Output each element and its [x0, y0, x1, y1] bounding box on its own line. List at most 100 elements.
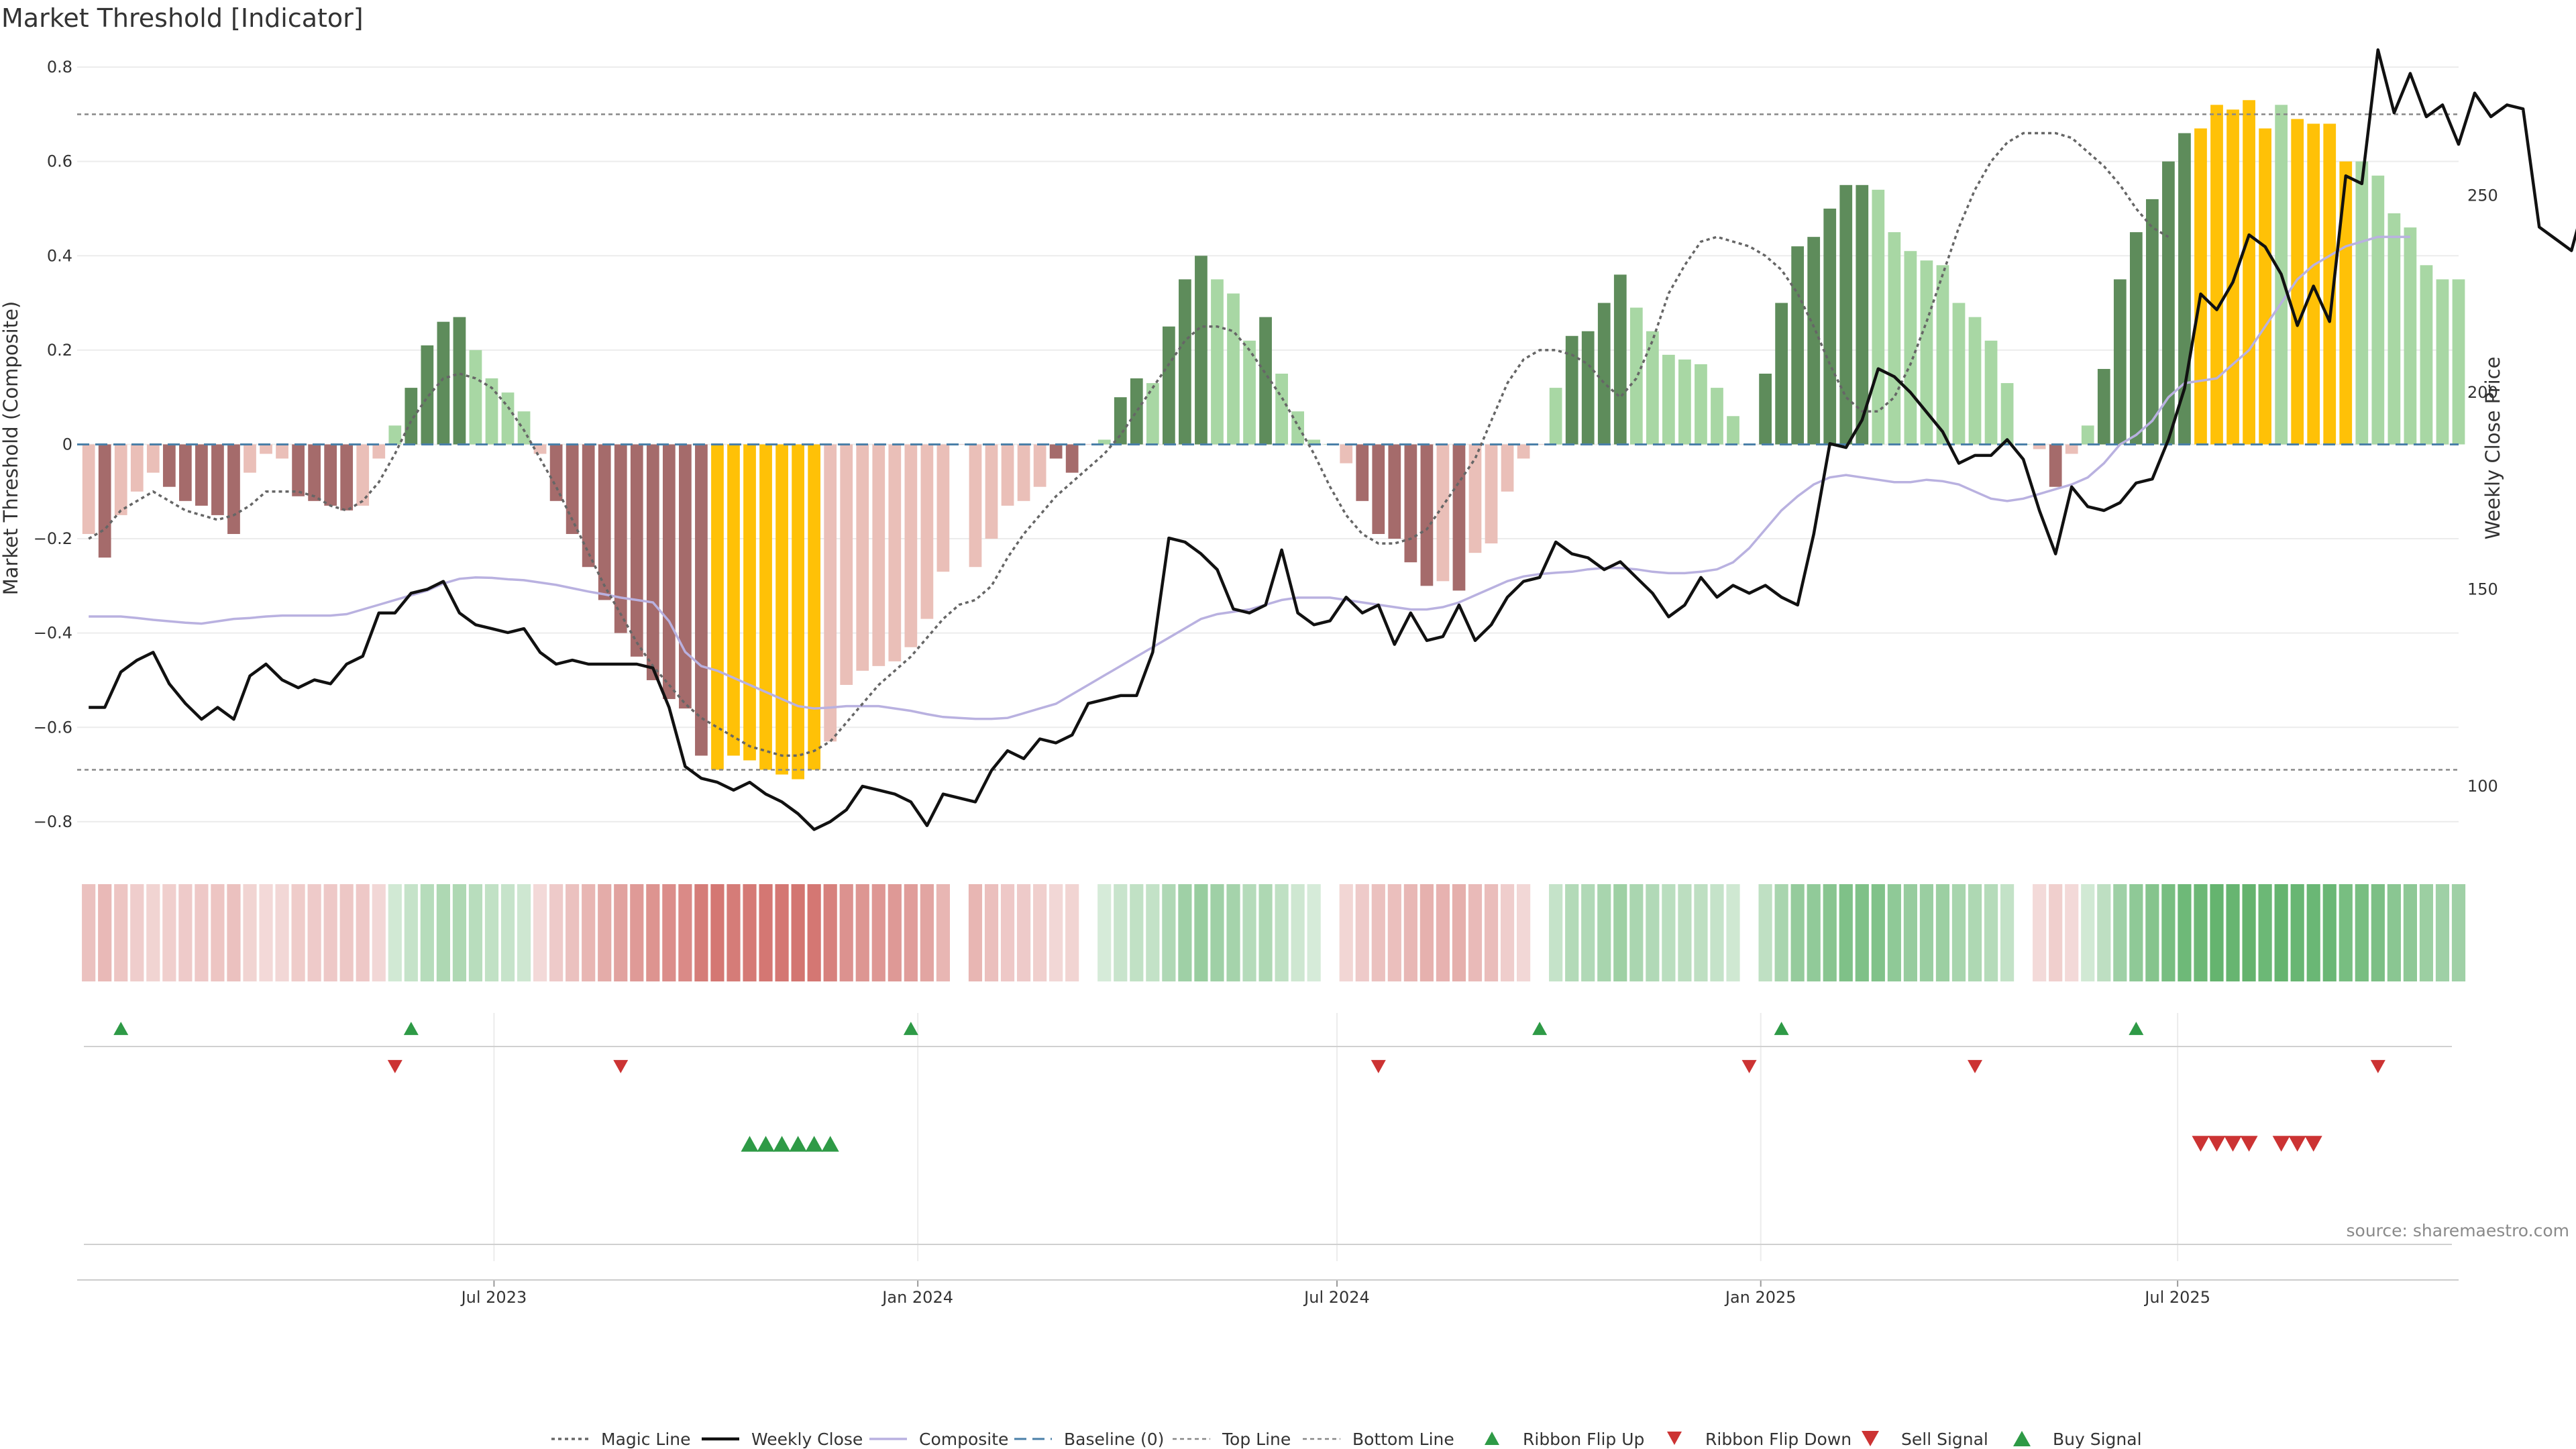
ribbon-flip-up-marker — [113, 1022, 129, 1035]
ribbon-flip-up-marker — [403, 1022, 419, 1035]
y2-axis-label: Weekly Close Price — [2481, 357, 2504, 540]
composite-bar — [1404, 444, 1417, 563]
composite-bar — [276, 444, 288, 459]
x-tick-label: Jan 2024 — [881, 1288, 953, 1307]
ribbon-cell — [1403, 884, 1417, 981]
ribbon-cell — [1484, 884, 1499, 981]
legend-swatch-flip-up — [1485, 1432, 1499, 1445]
ribbon-cell — [1130, 884, 1144, 981]
composite-bar — [2387, 213, 2401, 445]
ribbon-cell — [823, 884, 837, 981]
sell-signal-marker — [2240, 1136, 2258, 1152]
composite-bar — [324, 444, 337, 506]
composite-bar — [1436, 444, 1450, 582]
sell-signal-marker — [2224, 1136, 2242, 1152]
composite-bar — [1775, 303, 1788, 445]
composite-bar — [1791, 246, 1805, 445]
ribbon-cell — [662, 884, 676, 981]
line-series — [77, 48, 2576, 831]
ribbon-flip-down-marker — [387, 1060, 402, 1073]
ribbon-strip — [82, 884, 2466, 981]
ribbon-cell — [2387, 884, 2401, 981]
legend-label: Ribbon Flip Up — [1523, 1430, 1644, 1449]
y2-tick-label: 200 — [2467, 383, 2498, 402]
ribbon-flip-up-marker — [903, 1022, 918, 1035]
ribbon-cell — [2355, 884, 2369, 981]
composite-bar — [920, 444, 934, 619]
legend-item: Weekly Close — [702, 1430, 863, 1449]
ribbon-cell — [871, 884, 885, 981]
composite-bar — [162, 444, 176, 487]
ribbon-cell — [1839, 884, 1853, 981]
grid-layer — [77, 66, 2459, 1261]
ribbon-cell — [614, 884, 628, 981]
composite-bar — [630, 444, 643, 657]
composite-bar — [679, 444, 692, 709]
composite-bar — [1130, 378, 1143, 445]
composite-bar — [1936, 265, 1949, 445]
ribbon-cell — [1855, 884, 1869, 981]
legend-swatch-buy — [2013, 1431, 2031, 1446]
ribbon-cell — [2451, 884, 2466, 981]
composite-bar — [1097, 439, 1111, 445]
composite-bar — [1872, 189, 1885, 445]
ribbon-cell — [646, 884, 660, 981]
composite-bar — [2000, 383, 2014, 445]
ribbon-cell — [1065, 884, 1079, 981]
ribbon-cell — [500, 884, 515, 981]
ribbon-cell — [1226, 884, 1240, 981]
ribbon-cell — [984, 884, 999, 981]
composite-bar — [2097, 368, 2110, 445]
y-tick-label: 0 — [62, 435, 72, 453]
composite-bar — [1711, 388, 1723, 445]
composite-bar — [1211, 279, 1224, 445]
composite-bar — [1081, 444, 1095, 445]
ribbon-cell — [2097, 884, 2111, 981]
composite-bar — [2323, 123, 2337, 445]
ribbon-cell — [2339, 884, 2353, 981]
composite-bar — [356, 444, 370, 506]
ribbon-cell — [98, 884, 112, 981]
ribbon-cell — [1258, 884, 1273, 981]
composite-bar — [1646, 331, 1659, 445]
composite-bar — [501, 392, 515, 445]
ribbon-cell — [2258, 884, 2272, 981]
legend-swatch-flip-down — [1667, 1432, 1682, 1445]
composite-bar — [1195, 256, 1208, 445]
composite-bar — [904, 444, 918, 647]
composite-bar — [2404, 227, 2417, 445]
legend-item: Composite — [869, 1430, 1008, 1449]
ribbon-cell — [211, 884, 225, 981]
ribbon-cell — [1774, 884, 1788, 981]
composite-bar — [1033, 444, 1046, 487]
ribbon-cell — [1823, 884, 1837, 981]
buy-signal-marker — [773, 1136, 791, 1152]
ribbon-cell — [1871, 884, 1885, 981]
ribbon-cell — [2081, 884, 2095, 981]
ribbon-flip-down-marker — [1968, 1060, 1983, 1073]
ribbon-cell — [1000, 884, 1015, 981]
ribbon-cell — [1903, 884, 1917, 981]
ribbon-cell — [1468, 884, 1483, 981]
signal-rows — [113, 1022, 2385, 1152]
composite-bar — [2307, 123, 2320, 445]
legend-item: Ribbon Flip Down — [1667, 1430, 1851, 1449]
ribbon-cell — [920, 884, 934, 981]
ribbon-cell — [1016, 884, 1031, 981]
ribbon-cell — [1387, 884, 1401, 981]
composite-bar — [308, 444, 321, 501]
ribbon-cell — [146, 884, 160, 981]
ribbon-cell — [1726, 884, 1740, 981]
composite-bar — [98, 444, 111, 558]
y-axis-label: Market Threshold (Composite) — [0, 301, 22, 595]
ribbon-cell — [1371, 884, 1385, 981]
ribbon-cell — [1613, 884, 1627, 981]
legend-item: Top Line — [1173, 1430, 1291, 1449]
composite-bar — [953, 444, 966, 445]
composite-bar — [1162, 326, 1175, 445]
ribbon-cell — [1114, 884, 1128, 981]
composite-bar — [985, 444, 998, 539]
ribbon-cell — [2161, 884, 2176, 981]
sell-signal-marker — [2272, 1136, 2290, 1152]
composite-bar — [1759, 374, 1772, 445]
